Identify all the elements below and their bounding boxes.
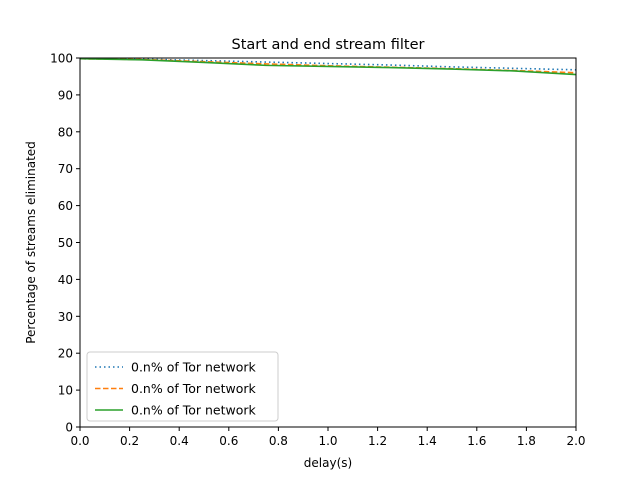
legend-box <box>86 351 279 422</box>
y-tick-label: 20 <box>58 347 73 361</box>
series-lines <box>79 57 577 76</box>
x-tick-label: 0.6 <box>219 434 238 448</box>
x-tick-label: 0.0 <box>70 434 89 448</box>
x-tick-label: 1.8 <box>517 434 536 448</box>
x-tick-label: 1.0 <box>318 434 337 448</box>
x-tick-label: 2.0 <box>566 434 585 448</box>
y-tick-label: 10 <box>58 384 73 398</box>
x-tick-label: 0.8 <box>269 434 288 448</box>
x-tick-label: 0.2 <box>120 434 139 448</box>
legend-label: 0.n% of Tor network <box>131 381 257 396</box>
x-tick-label: 1.2 <box>368 434 387 448</box>
chart-title: Start and end stream filter <box>232 37 425 53</box>
y-tick-label: 50 <box>58 236 73 250</box>
y-tick-label: 70 <box>58 162 73 176</box>
x-tick-label: 0.4 <box>170 434 189 448</box>
series-line-dotted <box>79 57 577 71</box>
legend: 0.n% of Tor network 0.n% of Tor network 0.… <box>86 351 279 422</box>
legend-label: 0.n% of Tor network <box>131 360 257 375</box>
x-tick-label: 1.6 <box>467 434 486 448</box>
y-tick-label: 30 <box>58 310 73 324</box>
x-axis: 0.0 0.2 0.4 0.6 0.8 1.0 1.2 1.4 1.6 1.8 2.0 <box>70 427 586 448</box>
x-tick-label: 1.4 <box>418 434 437 448</box>
y-tick-label: 0 <box>65 421 73 435</box>
y-axis-label: Percentage of streams eliminated <box>24 141 38 344</box>
y-tick-label: 90 <box>58 88 73 102</box>
y-tick-label: 40 <box>58 273 73 287</box>
x-axis-label: delay(s) <box>304 456 352 470</box>
y-tick-label: 60 <box>58 199 73 213</box>
y-tick-label: 100 <box>50 52 73 66</box>
legend-label: 0.n% of Tor network <box>131 403 257 418</box>
y-axis: 0 10 20 30 40 50 60 70 80 90 100 <box>50 52 80 435</box>
series-line-solid <box>79 57 577 76</box>
y-tick-label: 80 <box>58 125 73 139</box>
